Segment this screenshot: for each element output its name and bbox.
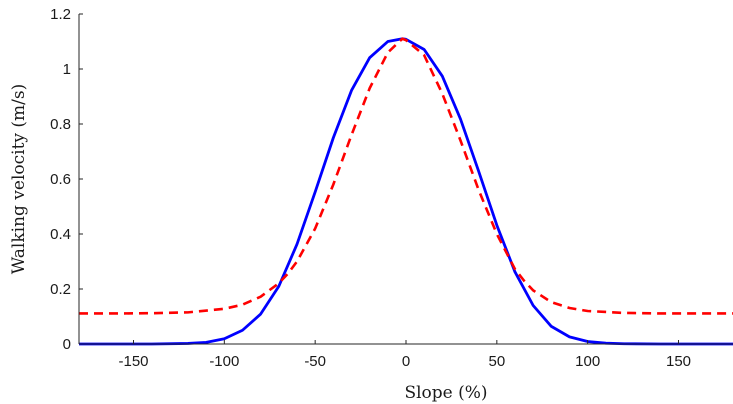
x-axis-title: Slope (%) <box>404 383 487 403</box>
plot-background <box>79 14 733 344</box>
y-tick-label: 0.6 <box>50 171 71 188</box>
y-axis-title: Walking velocity (m/s) <box>9 84 29 275</box>
plot-area <box>79 14 733 344</box>
x-tick-label: 150 <box>666 353 691 370</box>
y-tick-label: 0 <box>63 336 71 353</box>
x-tick-label: -50 <box>304 353 326 370</box>
series-layer <box>79 37 733 346</box>
y-tick-label: 1.2 <box>50 6 71 23</box>
y-tick-label: 0.4 <box>50 226 71 243</box>
x-tick-label: -150 <box>118 353 148 370</box>
y-tick-label: 0.2 <box>50 281 71 298</box>
x-tick-label: 0 <box>402 353 410 370</box>
axes-layer: -150 -100 -50 0 50 100 150 0 0.2 0.4 0.6 0.8 1 1.2 <box>50 6 733 370</box>
x-tick-label: 50 <box>488 353 505 370</box>
y-tick-label: 1 <box>63 61 71 78</box>
series-line-2 <box>79 37 733 315</box>
x-tick-label: -100 <box>209 353 239 370</box>
y-tick-label: 0.8 <box>50 116 71 133</box>
x-tick-label: 100 <box>575 353 600 370</box>
